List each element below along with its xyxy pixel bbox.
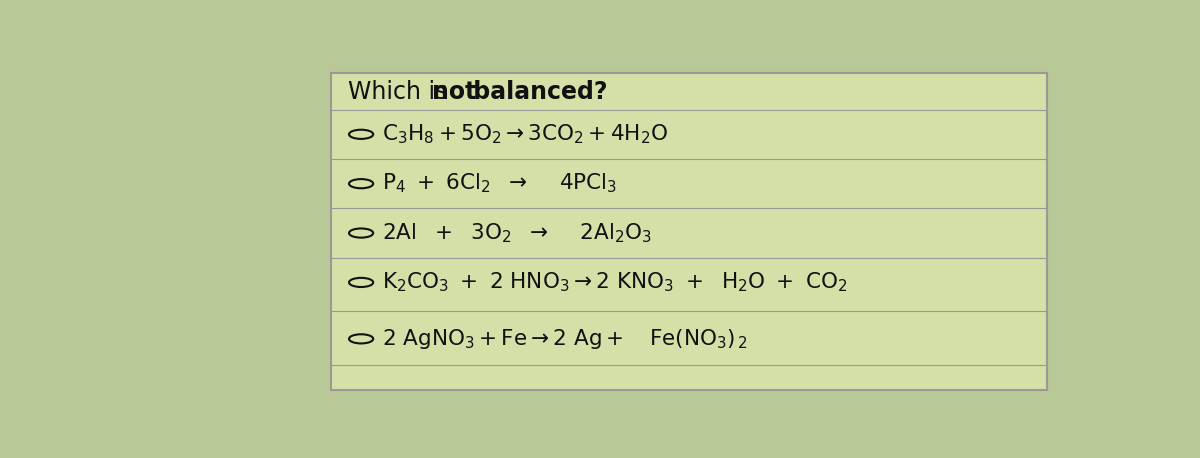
Text: $\mathregular{K_2CO_3\ +\ 2\ HNO_3 \rightarrow 2\ KNO_3\ +\ \ H_2O\ +\ CO_2}$: $\mathregular{K_2CO_3\ +\ 2\ HNO_3 \righ… — [383, 271, 848, 294]
Text: not: not — [432, 80, 476, 104]
Text: $\mathregular{2\ AgNO_3 + Fe \rightarrow 2\ Ag +\ \ \ Fe(NO_3)_{\,2}}$: $\mathregular{2\ AgNO_3 + Fe \rightarrow… — [383, 327, 748, 351]
Text: Which is: Which is — [348, 80, 455, 104]
Text: balanced?: balanced? — [466, 80, 607, 104]
Text: $\mathregular{C_3H_8 + 5O_2 \rightarrow 3CO_2 + 4H_2O}$: $\mathregular{C_3H_8 + 5O_2 \rightarrow … — [383, 122, 668, 146]
FancyBboxPatch shape — [331, 72, 1048, 390]
Text: $\mathregular{P_4\ +\ 6Cl_2\ \ \rightarrow\ \ \ \ 4PCl_3}$: $\mathregular{P_4\ +\ 6Cl_2\ \ \rightarr… — [383, 172, 618, 196]
Text: $\mathregular{2Al\ \ +\ \ 3O_2\ \ \rightarrow\ \ \ \ 2Al_2O_3}$: $\mathregular{2Al\ \ +\ \ 3O_2\ \ \right… — [383, 221, 653, 245]
